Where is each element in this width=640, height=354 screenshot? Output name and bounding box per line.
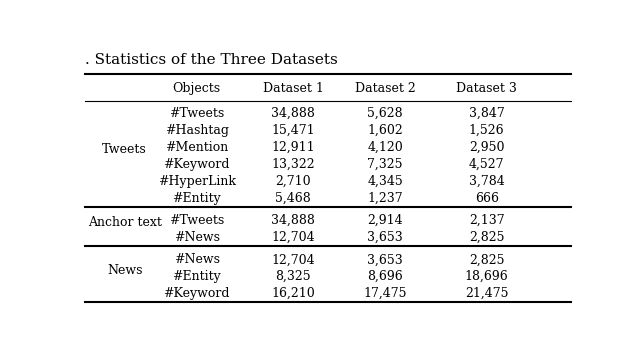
Text: #Entity: #Entity: [172, 270, 221, 283]
Text: #Keyword: #Keyword: [163, 287, 230, 300]
Text: 2,710: 2,710: [275, 175, 311, 188]
Text: 16,210: 16,210: [271, 287, 315, 300]
Text: 2,825: 2,825: [469, 231, 504, 244]
Text: #Keyword: #Keyword: [163, 158, 230, 171]
Text: #Tweets: #Tweets: [169, 107, 224, 120]
Text: 8,696: 8,696: [367, 270, 403, 283]
Text: 12,704: 12,704: [271, 231, 315, 244]
Text: 1,602: 1,602: [367, 124, 403, 137]
Text: 12,911: 12,911: [271, 141, 315, 154]
Text: 4,120: 4,120: [367, 141, 403, 154]
Text: 3,653: 3,653: [367, 231, 403, 244]
Text: 15,471: 15,471: [271, 124, 315, 137]
Text: 7,325: 7,325: [367, 158, 403, 171]
Text: #News: #News: [173, 231, 220, 244]
Text: 13,322: 13,322: [271, 158, 315, 171]
Text: #Hashtag: #Hashtag: [164, 124, 228, 137]
Text: #Tweets: #Tweets: [169, 214, 224, 227]
Text: 3,784: 3,784: [469, 175, 504, 188]
Text: 2,914: 2,914: [367, 214, 403, 227]
Text: 21,475: 21,475: [465, 287, 508, 300]
Text: #News: #News: [173, 253, 220, 266]
Text: 5,628: 5,628: [367, 107, 403, 120]
Text: 1,237: 1,237: [367, 192, 403, 205]
Text: 2,137: 2,137: [469, 214, 504, 227]
Text: #Entity: #Entity: [172, 192, 221, 205]
Text: #Mention: #Mention: [165, 141, 228, 154]
Text: 2,825: 2,825: [469, 253, 504, 266]
Text: 4,345: 4,345: [367, 175, 403, 188]
Text: #HyperLink: #HyperLink: [157, 175, 236, 188]
Text: . Statistics of the Three Datasets: . Statistics of the Three Datasets: [85, 53, 338, 67]
Text: 4,527: 4,527: [469, 158, 504, 171]
Text: 5,468: 5,468: [275, 192, 311, 205]
Text: 12,704: 12,704: [271, 253, 315, 266]
Text: Tweets: Tweets: [102, 143, 147, 156]
Text: Dataset 1: Dataset 1: [263, 82, 324, 95]
Text: Dataset 3: Dataset 3: [456, 82, 517, 95]
Text: 34,888: 34,888: [271, 107, 316, 120]
Text: 666: 666: [475, 192, 499, 205]
Text: 34,888: 34,888: [271, 214, 316, 227]
Text: News: News: [107, 264, 142, 277]
Text: Objects: Objects: [173, 82, 221, 95]
Text: 2,950: 2,950: [469, 141, 504, 154]
Text: 3,653: 3,653: [367, 253, 403, 266]
Text: 1,526: 1,526: [469, 124, 504, 137]
Text: Anchor text: Anchor text: [88, 216, 161, 229]
Text: Dataset 2: Dataset 2: [355, 82, 415, 95]
Text: 8,325: 8,325: [275, 270, 311, 283]
Text: 17,475: 17,475: [364, 287, 407, 300]
Text: 3,847: 3,847: [469, 107, 504, 120]
Text: 18,696: 18,696: [465, 270, 509, 283]
